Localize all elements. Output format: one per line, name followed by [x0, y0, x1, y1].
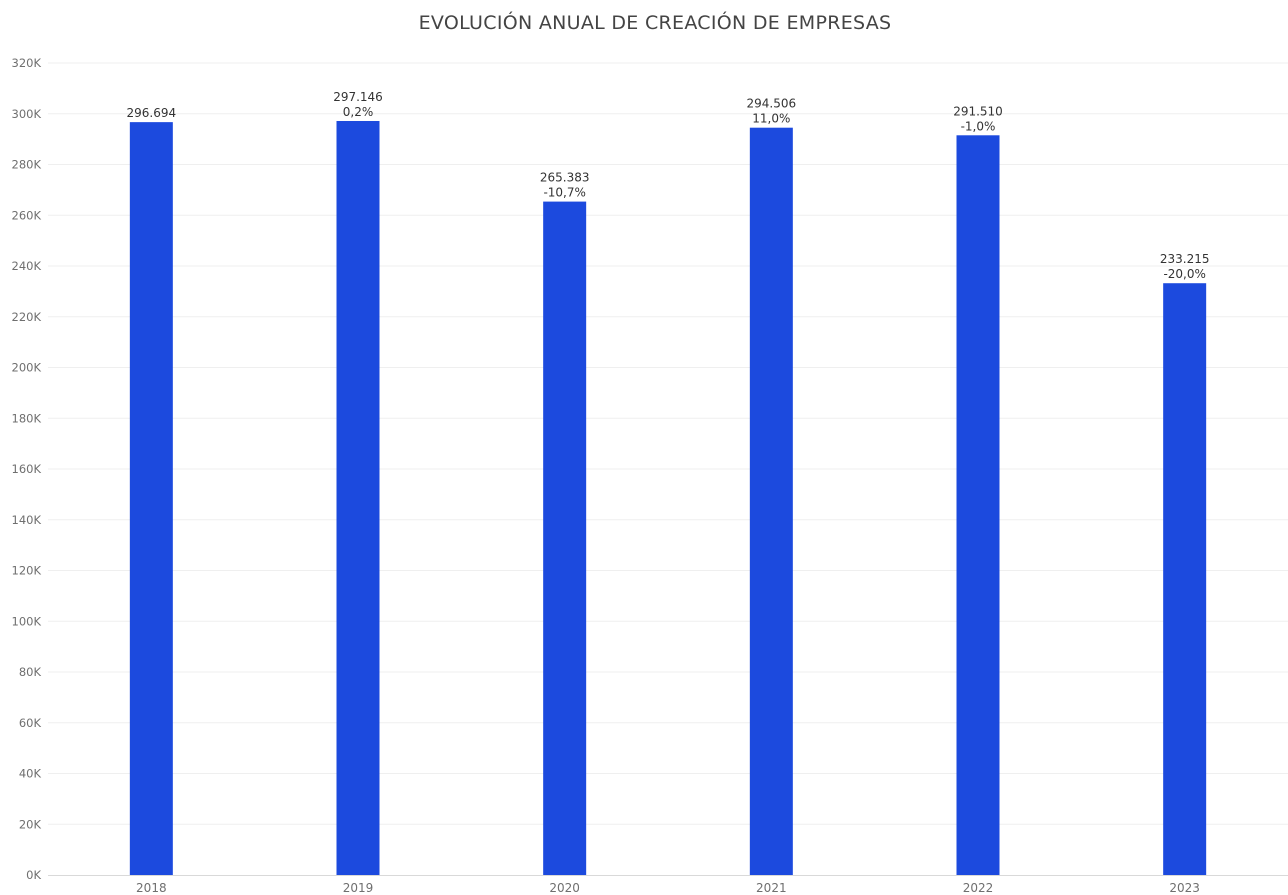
x-tick-label: 2019 [343, 881, 374, 895]
y-tick-label: 120K [12, 564, 42, 578]
y-tick-label: 280K [12, 158, 42, 172]
x-tick-label: 2022 [963, 881, 994, 895]
value-label: 297.146 [333, 90, 383, 104]
bar-2019 [336, 120, 380, 876]
x-tick-label: 2023 [1169, 881, 1200, 895]
value-label: 233.215 [1160, 252, 1210, 266]
x-tick-label: 2021 [756, 881, 787, 895]
gridlines [48, 62, 1288, 825]
x-tick-label: 2020 [549, 881, 580, 895]
bar-2023 [1163, 283, 1207, 876]
value-label: 294.506 [747, 97, 797, 111]
bar-2021 [749, 127, 793, 875]
x-tick-label: 2018 [136, 881, 167, 895]
y-tick-label: 0K [26, 868, 41, 882]
y-tick-label: 60K [19, 716, 42, 730]
y-tick-label: 260K [12, 208, 42, 222]
y-tick-label: 160K [12, 462, 42, 476]
x-axis: 2018 2019 2020 2021 2022 2023 [48, 875, 1288, 895]
chart-title: EVOLUCIÓN ANUAL DE CREACIÓN DE EMPRESAS [418, 12, 892, 34]
change-label: -20,0% [1163, 267, 1205, 281]
y-tick-label: 20K [19, 817, 42, 831]
change-label: -1,0% [961, 119, 996, 133]
y-tick-label: 80K [19, 665, 42, 679]
bars [129, 120, 1207, 876]
y-tick-label: 220K [12, 310, 42, 324]
y-tick-label: 180K [12, 411, 42, 425]
bar-2022 [956, 135, 1000, 875]
value-label: 265.383 [540, 171, 590, 185]
value-label: 291.510 [953, 104, 1003, 118]
y-tick-label: 300K [12, 107, 42, 121]
change-label: 11,0% [752, 112, 790, 126]
value-label: 296.694 [127, 106, 177, 120]
y-tick-label: 240K [12, 259, 42, 273]
change-label: 0,2% [343, 105, 374, 119]
y-axis: 0K 20K 40K 60K 80K 100K 120K 140K 160K 180K 200K 22… [12, 56, 42, 882]
y-tick-label: 100K [12, 614, 42, 628]
bar-2020 [543, 201, 587, 875]
y-tick-label: 40K [19, 767, 42, 781]
y-tick-label: 140K [12, 513, 42, 527]
y-tick-label: 320K [12, 56, 42, 70]
change-label: -10,7% [543, 186, 585, 200]
y-tick-label: 200K [12, 361, 42, 375]
bar-2018 [129, 122, 173, 875]
